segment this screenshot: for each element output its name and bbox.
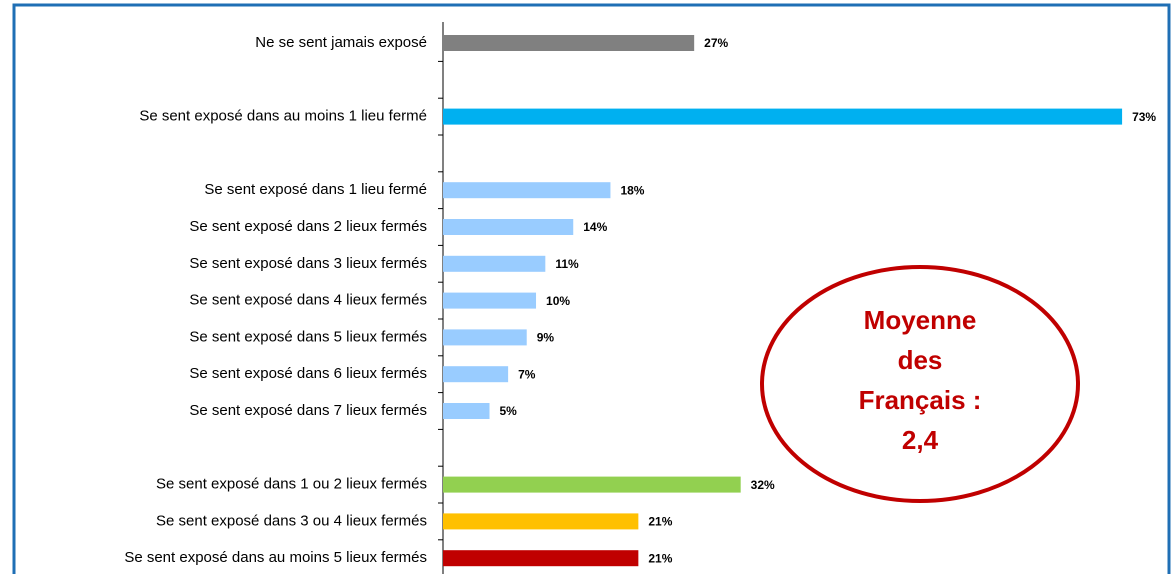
category-label: Se sent exposé dans 3 ou 4 lieux fermés xyxy=(156,512,427,529)
value-label: 11% xyxy=(555,257,579,271)
value-label: 7% xyxy=(518,367,536,381)
frame xyxy=(12,3,1171,574)
value-label: 21% xyxy=(648,551,672,565)
bar xyxy=(443,476,741,493)
bar xyxy=(443,550,639,567)
category-label: Ne se sent jamais exposé xyxy=(255,34,427,51)
category-label: Se sent exposé dans 3 lieux fermés xyxy=(189,255,427,272)
value-label: 14% xyxy=(583,220,607,234)
value-label: 9% xyxy=(537,331,555,345)
category-label: Se sent exposé dans 2 lieux fermés xyxy=(189,218,427,235)
annotation-text: Français : xyxy=(859,385,982,415)
bar xyxy=(443,366,509,383)
bar xyxy=(443,403,490,419)
value-label: 18% xyxy=(620,183,644,197)
value-label: 27% xyxy=(704,36,728,50)
bar xyxy=(443,255,546,272)
category-label: Se sent exposé dans 5 lieux fermés xyxy=(189,328,427,345)
value-label: 73% xyxy=(1132,110,1156,124)
category-label: Se sent exposé dans au moins 1 lieu ferm… xyxy=(139,108,427,125)
value-label: 10% xyxy=(546,294,570,308)
annotation-ellipse xyxy=(760,265,1080,503)
category-label: Se sent exposé dans 1 ou 2 lieux fermés xyxy=(156,476,427,493)
bar xyxy=(443,108,1123,125)
category-label: Se sent exposé dans 7 lieux fermés xyxy=(189,402,427,419)
bar xyxy=(443,182,611,199)
bar xyxy=(443,292,537,309)
annotation-text: Moyenne xyxy=(864,305,977,335)
value-label: 5% xyxy=(500,404,518,418)
category-label: Se sent exposé dans au moins 5 lieux fer… xyxy=(124,549,427,566)
category-label: Se sent exposé dans 6 lieux fermés xyxy=(189,365,427,382)
bar xyxy=(443,513,639,530)
bar xyxy=(443,35,695,51)
annotation-text: des xyxy=(898,345,943,375)
bar xyxy=(443,219,574,235)
value-label: 32% xyxy=(751,478,775,492)
category-label: Se sent exposé dans 4 lieux fermés xyxy=(189,292,427,309)
annotation-text: 2,4 xyxy=(902,425,939,455)
category-label: Se sent exposé dans 1 lieu fermé xyxy=(204,181,427,198)
bar xyxy=(443,329,527,346)
value-label: 21% xyxy=(648,515,672,529)
